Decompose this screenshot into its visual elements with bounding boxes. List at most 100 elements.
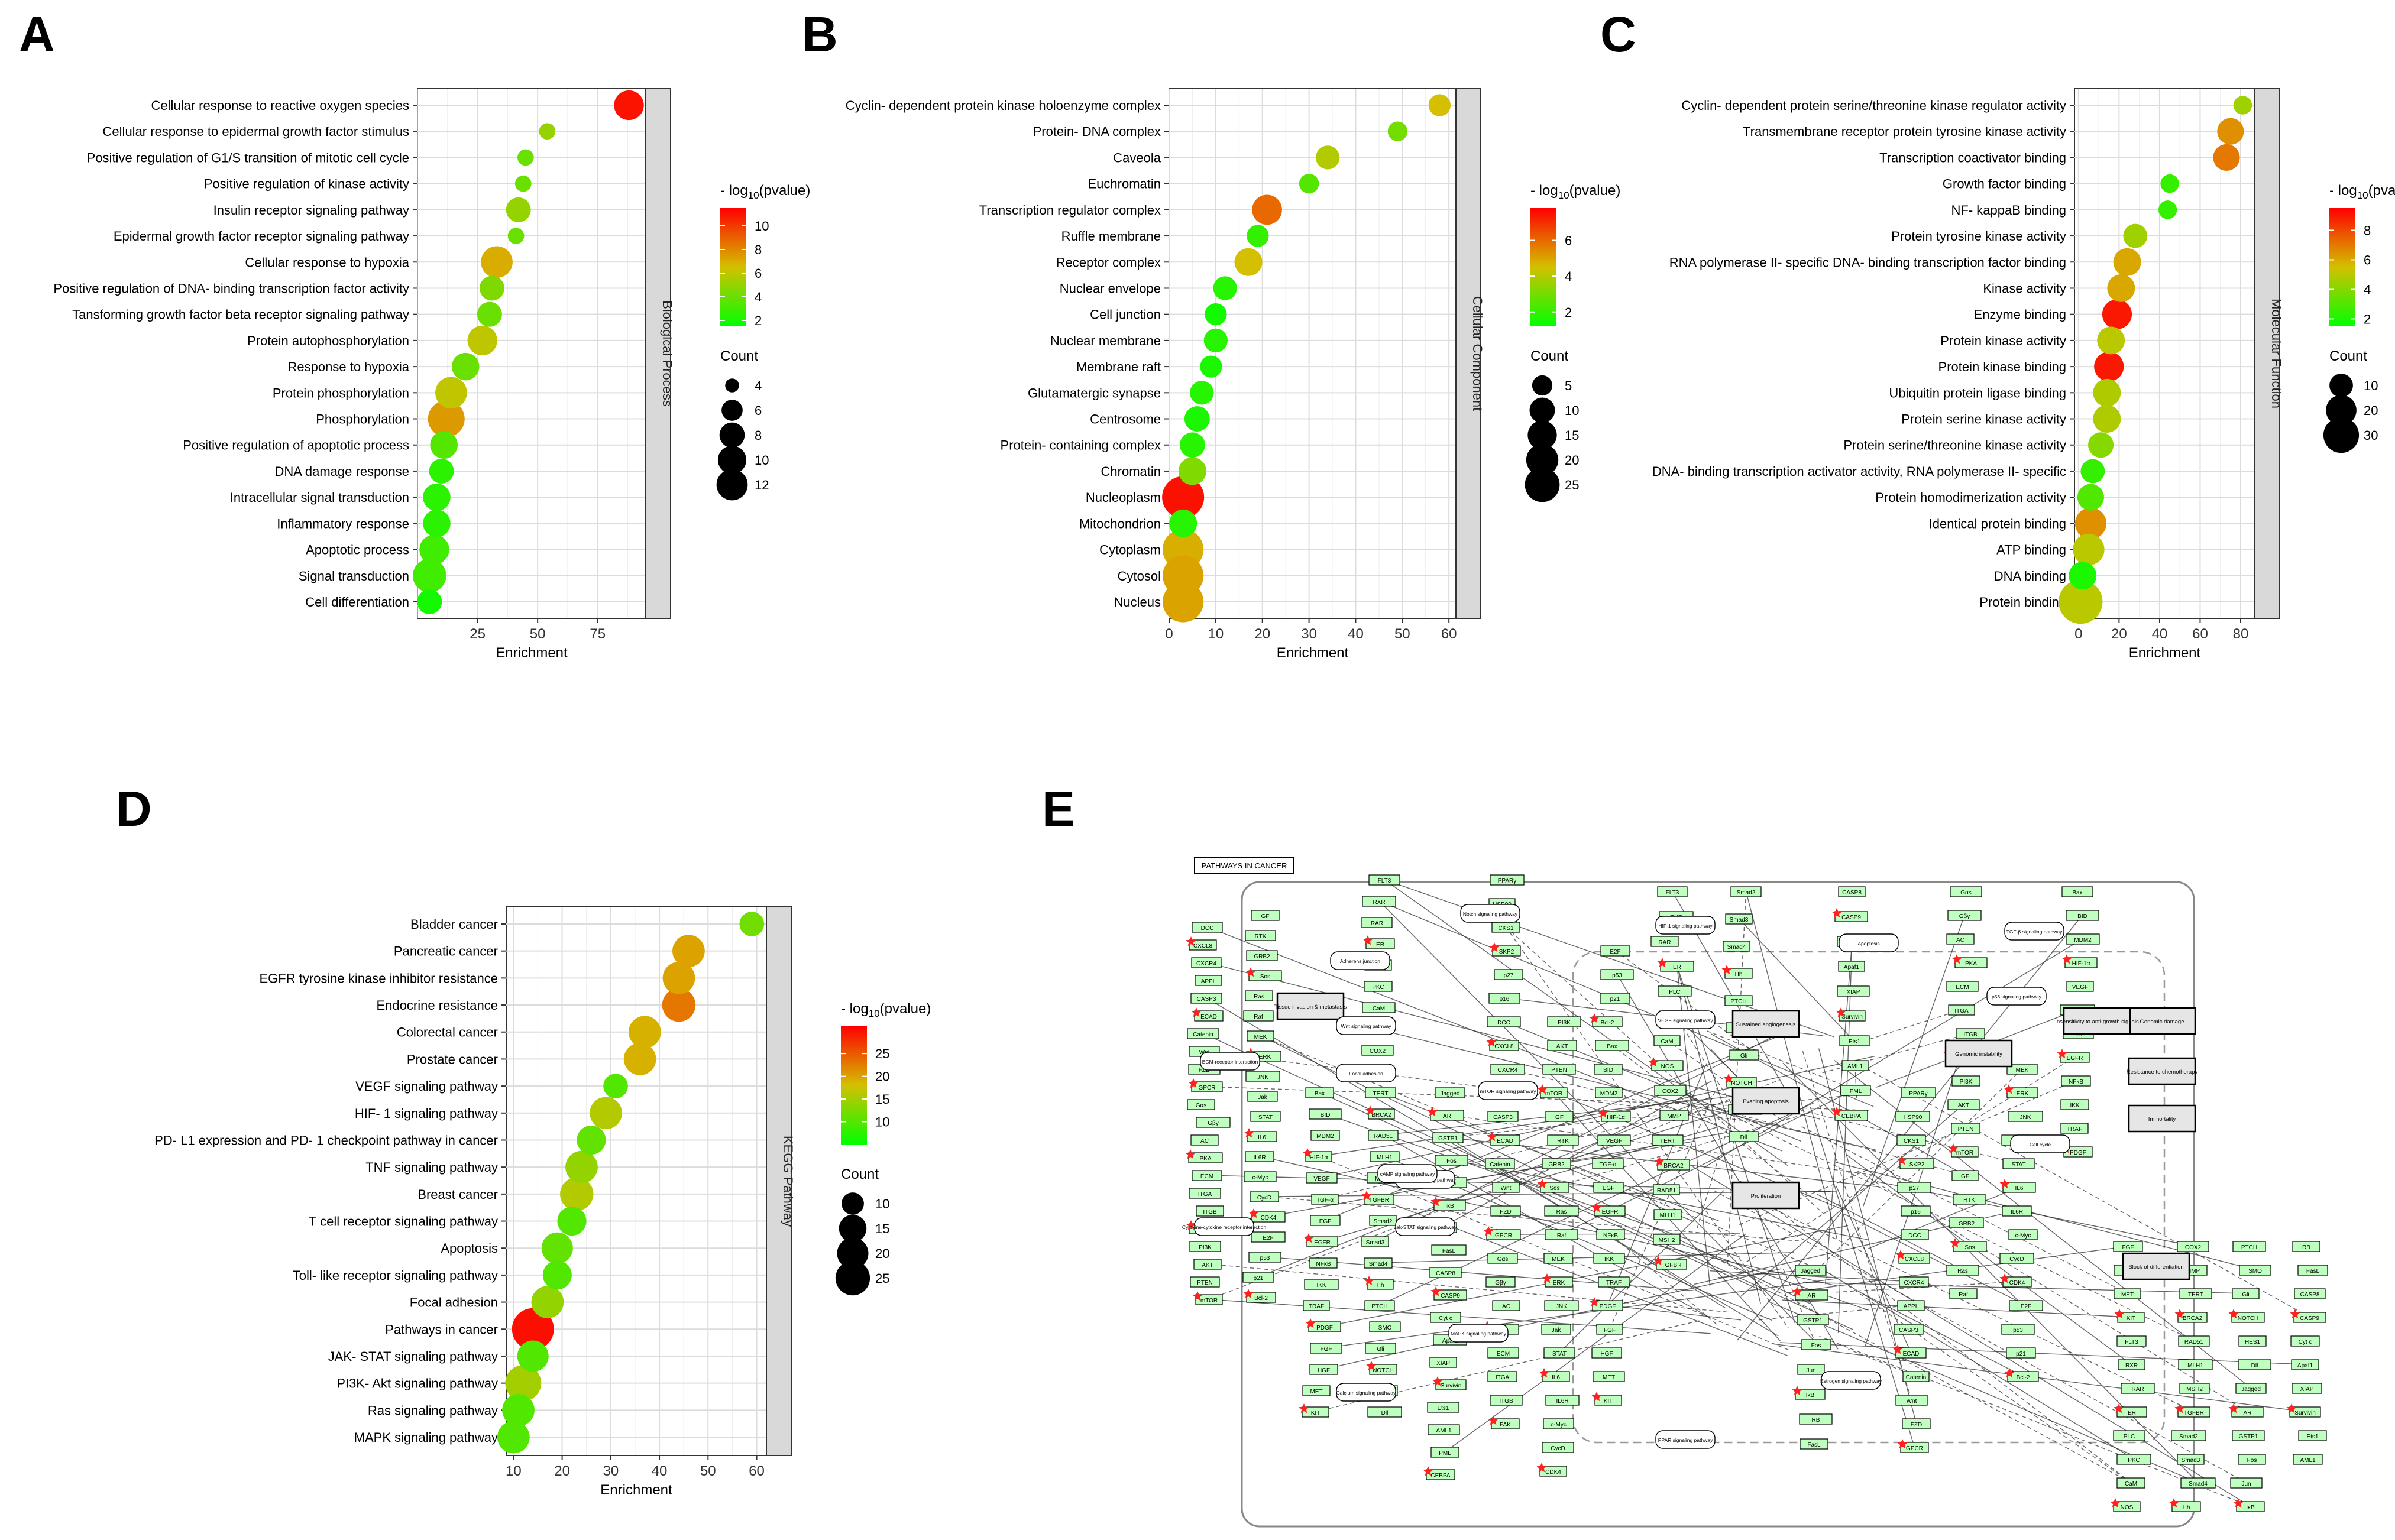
pathway-edge — [1203, 1033, 1853, 1330]
size-key-label: 20 — [2364, 403, 2378, 418]
gene-label: TRAF — [1309, 1304, 1324, 1310]
gene-label: RB — [2302, 1244, 2310, 1251]
point-ras-signaling-pathway — [502, 1393, 535, 1426]
size-key-label: 12 — [755, 478, 769, 492]
gene-label: AML1 — [1436, 1428, 1452, 1434]
subpathway-box — [1194, 1217, 1254, 1236]
color-tick-label: 8 — [755, 242, 762, 257]
gene-box — [2232, 1430, 2265, 1441]
gene-box — [2116, 1335, 2147, 1347]
gene-label: p21 — [2016, 1351, 2026, 1357]
gene-label: PKA — [1199, 1156, 1211, 1162]
subpathway-box — [1395, 1217, 1455, 1236]
target-star-icon — [1589, 1013, 1600, 1023]
size-key-10 — [2329, 374, 2353, 397]
pathway-edge — [1259, 1156, 1838, 1286]
gene-label: RTK — [1255, 933, 1267, 940]
subpathway-label: Adherens junction — [1340, 958, 1380, 964]
point-nucleus — [1163, 581, 1204, 623]
target-star-icon — [1792, 1286, 1802, 1296]
color-tick-label: 6 — [1565, 234, 1572, 248]
gene-label: DCC — [1497, 1020, 1510, 1026]
point-protein-tyrosine-kinase-activity — [2123, 223, 2148, 248]
pathway-edge — [1798, 1124, 2128, 1294]
pathway-edge — [1737, 1179, 2131, 1483]
gene-label: Cyt c — [2299, 1339, 2312, 1346]
target-star-icon — [1245, 967, 1256, 977]
point-caveola — [1315, 145, 1340, 170]
gene-label: Jun — [1806, 1367, 1815, 1374]
outcome-box — [2128, 1104, 2196, 1133]
target-star-icon — [1598, 1108, 1608, 1118]
gene-box — [1653, 1209, 1682, 1220]
subpathway-box — [1655, 1010, 1716, 1029]
y-tick-label: Positive regulation of kinase activity — [204, 177, 409, 192]
color-tick-label: 2 — [755, 313, 762, 328]
gene-label: GF — [1555, 1114, 1564, 1121]
gene-label: ECAD — [1903, 1351, 1920, 1357]
gene-label: Bax — [1315, 1091, 1325, 1097]
facet-strip-label: KEGG Pathway — [781, 1136, 795, 1227]
gene-label: GPCR — [1199, 1085, 1216, 1091]
pathway-edge — [1810, 1107, 1915, 1448]
target-star-icon — [1892, 1344, 1903, 1354]
cell-membrane — [1241, 881, 2195, 1528]
outcome-label: Immortality — [2148, 1116, 2176, 1123]
x-tick-label: 40 — [652, 1463, 668, 1479]
point-nuclear-membrane — [1203, 328, 1228, 353]
gene-box — [1490, 1064, 1525, 1075]
gene-box — [1311, 1194, 1339, 1205]
size-key-label: 4 — [755, 378, 762, 393]
target-star-icon — [1302, 1148, 1313, 1158]
target-star-icon — [2057, 1049, 2067, 1059]
x-tick-label: 50 — [700, 1463, 716, 1479]
gene-box — [1547, 1040, 1577, 1051]
gene-label: GRB2 — [1959, 1221, 1975, 1227]
subpathway-box — [1478, 1081, 1538, 1100]
gene-box — [1839, 1035, 1870, 1046]
pathway-edge — [1865, 1056, 1960, 1346]
y-tick-label: Protein tyrosine kinase activity — [1891, 229, 2066, 244]
pathway-edge — [1767, 1301, 2199, 1483]
point-euchromatin — [1299, 173, 1319, 194]
gene-label: TGFBR — [2184, 1410, 2204, 1416]
gene-label: Gli — [2242, 1292, 2249, 1298]
point-identical-protein-binding — [2074, 507, 2107, 539]
gene-label: Jagged — [1801, 1268, 1820, 1275]
y-tick-label: DNA binding — [1994, 569, 2066, 583]
gene-box — [1248, 1252, 1281, 1263]
gene-box — [1490, 874, 1525, 886]
target-star-icon — [1361, 1191, 1372, 1201]
gene-label: mTOR — [1200, 1298, 1218, 1304]
pathway-edge — [1321, 1055, 1876, 1178]
gene-label: IL6R — [1253, 1155, 1266, 1161]
gene-box — [2113, 1241, 2143, 1252]
gene-label: PDGF — [1316, 1325, 1333, 1331]
gene-box — [1544, 1300, 1579, 1311]
gene-label: p53 — [1612, 972, 1622, 979]
gene-box — [1245, 930, 1276, 941]
color-tick-label: 4 — [755, 290, 762, 304]
gene-box — [1600, 945, 1630, 957]
pathway-edge — [1445, 1233, 1747, 1453]
gene-label: IL6 — [1552, 1374, 1560, 1381]
gene-box — [1894, 1324, 1924, 1335]
target-star-icon — [1648, 1057, 1659, 1067]
x-tick-label: 20 — [1254, 626, 1270, 642]
panel-letter-b: B — [802, 7, 838, 62]
y-tick-label: Mitochondrion — [1079, 516, 1161, 531]
point-ruffle-membrane — [1247, 225, 1269, 247]
gene-box — [1650, 936, 1679, 947]
facet-strip-label: Cellular Component — [1470, 296, 1485, 411]
size-key-15 — [1527, 420, 1557, 450]
subpathway-box — [2004, 922, 2064, 941]
gene-label: Dll — [1381, 1410, 1389, 1416]
gene-box — [2002, 1205, 2032, 1217]
gene-box — [1192, 1170, 1222, 1181]
size-key-4 — [725, 378, 739, 393]
y-tick-label: Nucleoplasm — [1086, 490, 1161, 505]
x-tick-label: 30 — [603, 1463, 619, 1479]
point-protein-homodimerization-activity — [2077, 484, 2104, 511]
gene-label: Raf — [1959, 1292, 1968, 1298]
gene-label: PML — [1850, 1088, 1862, 1095]
